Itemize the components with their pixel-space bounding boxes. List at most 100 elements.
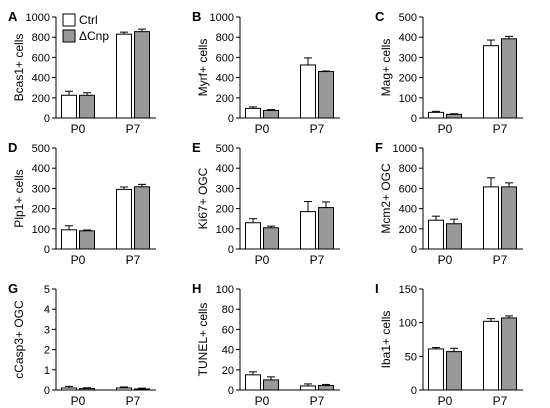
bar xyxy=(300,211,316,250)
y-tick-label: 0 xyxy=(228,113,234,125)
x-tick-label: P0 xyxy=(438,122,453,136)
y-tick-label: 4 xyxy=(44,304,50,316)
panel-h: H TUNEL+ cells 0 20 40 60 80 100 P0 P7 xyxy=(192,281,340,408)
x-tick-label: P7 xyxy=(126,122,141,136)
bar xyxy=(79,388,95,391)
y-tick-label: 0 xyxy=(411,385,417,397)
y-tick-label: 400 xyxy=(399,32,417,44)
y-tick-label: 0 xyxy=(228,385,234,397)
panel-letter: G xyxy=(8,281,18,296)
y-tick-label: 1000 xyxy=(26,12,50,24)
y-tick-label: 400 xyxy=(32,163,50,175)
x-tick-label: P0 xyxy=(71,394,86,408)
bar xyxy=(501,186,517,250)
bar xyxy=(483,320,499,391)
legend-label-ctrl: Ctrl xyxy=(79,13,98,27)
y-tick-label: 1000 xyxy=(393,143,417,155)
y-tick-label: 300 xyxy=(216,183,234,195)
y-axis-label: cCasp3+ OGC xyxy=(12,300,26,379)
bar xyxy=(245,374,261,391)
y-tick-label: 150 xyxy=(399,284,417,296)
bar xyxy=(446,113,462,119)
y-tick-label: 100 xyxy=(216,284,234,296)
y-tick-label: 80 xyxy=(222,304,234,316)
x-tick-label: P7 xyxy=(126,253,141,267)
bar xyxy=(134,31,150,119)
bar xyxy=(446,351,462,391)
y-axis-label: Bcas1+ cells xyxy=(12,34,26,102)
bar xyxy=(263,227,279,250)
x-tick-label: P7 xyxy=(310,394,325,408)
y-tick-label: 400 xyxy=(32,73,50,85)
x-tick-label: P0 xyxy=(255,394,270,408)
bar xyxy=(318,71,334,119)
bar xyxy=(263,379,279,391)
panel-c: C Mag+ cells 0 100 200 300 400 500 P0 P7 xyxy=(375,9,523,136)
panel-letter: H xyxy=(192,281,201,296)
y-tick-label: 500 xyxy=(399,12,417,24)
bar xyxy=(61,387,77,391)
y-tick-label: 200 xyxy=(399,73,417,85)
y-tick-label: 0 xyxy=(411,113,417,125)
panel-letter: I xyxy=(375,281,379,296)
y-tick-label: 300 xyxy=(32,183,50,195)
y-tick-label: 400 xyxy=(216,73,234,85)
panel-letter: E xyxy=(192,140,201,155)
bar xyxy=(263,109,279,119)
x-tick-label: P7 xyxy=(493,253,508,267)
y-tick-label: 100 xyxy=(399,318,417,330)
y-tick-label: 2 xyxy=(44,345,50,357)
x-tick-label: P0 xyxy=(438,253,453,267)
y-tick-label: 0 xyxy=(228,244,234,256)
bar xyxy=(501,38,517,119)
x-tick-label: P0 xyxy=(71,122,86,136)
x-tick-label: P0 xyxy=(255,122,270,136)
bar xyxy=(116,387,132,391)
y-axis-label: TUNEL+ cells xyxy=(196,303,210,377)
bar xyxy=(245,107,261,119)
y-tick-label: 300 xyxy=(399,52,417,64)
y-tick-label: 0 xyxy=(44,113,50,125)
y-tick-label: 800 xyxy=(399,163,417,175)
bar xyxy=(245,222,261,250)
bar xyxy=(134,388,150,391)
panel-b: B Myrf+ cells 0 200 400 600 800 1000 P0 P7 xyxy=(192,9,340,136)
y-tick-label: 200 xyxy=(216,93,234,105)
y-tick-label: 1000 xyxy=(210,12,234,24)
x-tick-label: P0 xyxy=(255,253,270,267)
bar xyxy=(428,111,444,119)
bar xyxy=(428,219,444,250)
bar xyxy=(79,94,95,119)
y-axis-label: Myrf+ cells xyxy=(196,39,210,97)
y-tick-label: 5 xyxy=(44,284,50,296)
x-tick-label: P0 xyxy=(71,253,86,267)
bar xyxy=(318,384,334,391)
panel-i: I Iba1+ cells 0 50 100 150 P0 P7 xyxy=(375,281,523,408)
x-tick-label: P7 xyxy=(310,253,325,267)
y-tick-label: 200 xyxy=(216,204,234,216)
y-tick-label: 600 xyxy=(32,52,50,64)
y-tick-label: 800 xyxy=(32,32,50,44)
x-tick-label: P7 xyxy=(310,122,325,136)
bar xyxy=(501,317,517,391)
y-axis-label: Plp1+ cells xyxy=(12,169,26,227)
legend-swatch-ctrl xyxy=(62,13,76,27)
y-tick-label: 0 xyxy=(44,244,50,256)
x-tick-label: P0 xyxy=(438,394,453,408)
bar xyxy=(318,207,334,250)
y-tick-label: 40 xyxy=(222,345,234,357)
panel-letter: A xyxy=(8,9,18,24)
y-tick-label: 100 xyxy=(216,224,234,236)
bar xyxy=(61,94,77,119)
y-tick-label: 200 xyxy=(399,224,417,236)
panel-letter: D xyxy=(8,140,17,155)
y-axis-label: Mcm2+ OGC xyxy=(379,163,393,234)
y-tick-label: 1 xyxy=(44,365,50,377)
bar xyxy=(300,64,316,119)
bar xyxy=(61,229,77,250)
bar xyxy=(300,385,316,391)
y-tick-label: 500 xyxy=(216,143,234,155)
panel-e: E Ki67+ OGC 0 100 200 300 400 500 P0 P7 xyxy=(192,140,340,267)
